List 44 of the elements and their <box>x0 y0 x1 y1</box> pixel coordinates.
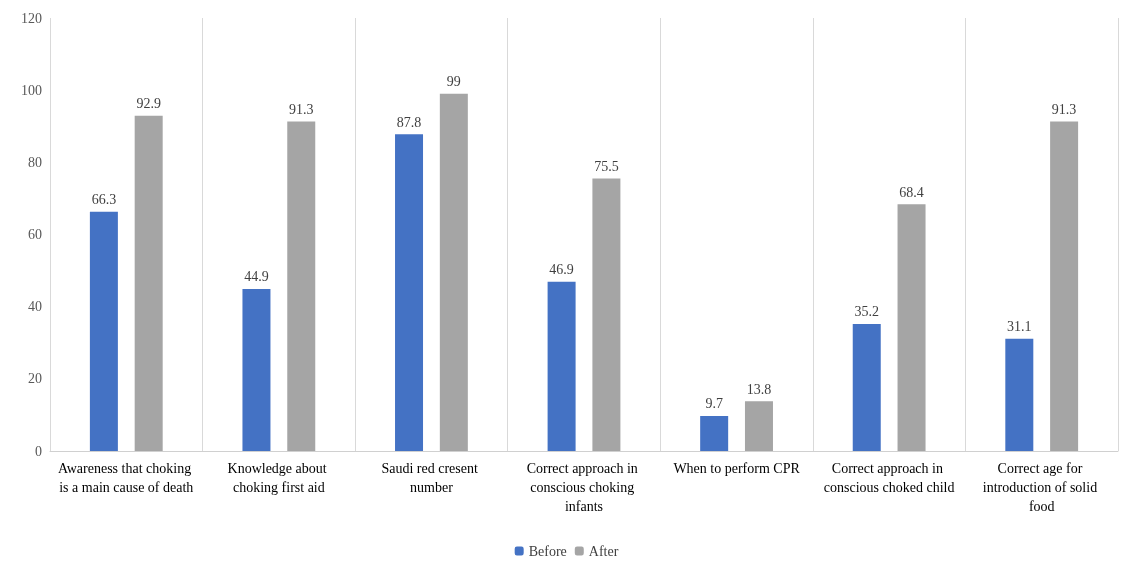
bar <box>852 323 881 451</box>
bar <box>287 121 316 451</box>
x-tick-label: Correct age for introduction of solid food <box>982 461 1101 514</box>
y-tick-label: 120 <box>21 10 42 26</box>
y-tick-label: 40 <box>28 299 42 315</box>
legend-label: After <box>588 543 619 559</box>
bar <box>134 115 163 451</box>
bar <box>744 401 773 451</box>
bar <box>1005 338 1034 451</box>
data-label: 9.7 <box>705 396 723 412</box>
bar <box>897 204 926 451</box>
x-tick-label: Saudi red cresent number <box>381 461 482 495</box>
y-tick-label: 80 <box>28 154 42 170</box>
bar <box>700 416 729 451</box>
bar <box>439 93 468 451</box>
data-label: 44.9 <box>244 269 269 285</box>
bar <box>592 178 621 451</box>
y-tick-label: 0 <box>35 443 42 459</box>
x-tick-label: Knowledge about choking first aid <box>227 461 331 495</box>
data-label: 92.9 <box>136 96 161 112</box>
bar <box>395 134 424 451</box>
data-label: 87.8 <box>396 114 422 130</box>
data-label: 75.5 <box>594 159 619 175</box>
data-label: 68.4 <box>899 184 924 200</box>
data-label: 99 <box>446 74 461 90</box>
y-tick-label: 60 <box>28 227 42 242</box>
data-label: 91.3 <box>1051 102 1077 118</box>
data-label: 13.8 <box>746 381 772 397</box>
data-label: 35.2 <box>854 304 879 320</box>
y-tick-label: 20 <box>28 371 42 387</box>
data-label: 46.9 <box>549 262 574 278</box>
legend-label: Before <box>528 543 567 559</box>
bar <box>547 281 576 451</box>
x-tick-label: Correct approach in conscious choking infants <box>526 461 642 514</box>
data-label: 31.1 <box>1007 319 1032 335</box>
y-tick-label: 100 <box>21 82 42 98</box>
x-tick-label: Awareness that choking is a main cause of death <box>57 461 195 495</box>
data-label: 66.3 <box>91 192 117 208</box>
x-tick-label: When to perform CPR <box>673 461 801 476</box>
bar <box>89 211 118 451</box>
data-label: 91.3 <box>289 102 314 118</box>
bar <box>242 288 271 451</box>
bar <box>1050 121 1079 451</box>
x-tick-label: Correct approach in conscious choked child <box>823 461 955 495</box>
